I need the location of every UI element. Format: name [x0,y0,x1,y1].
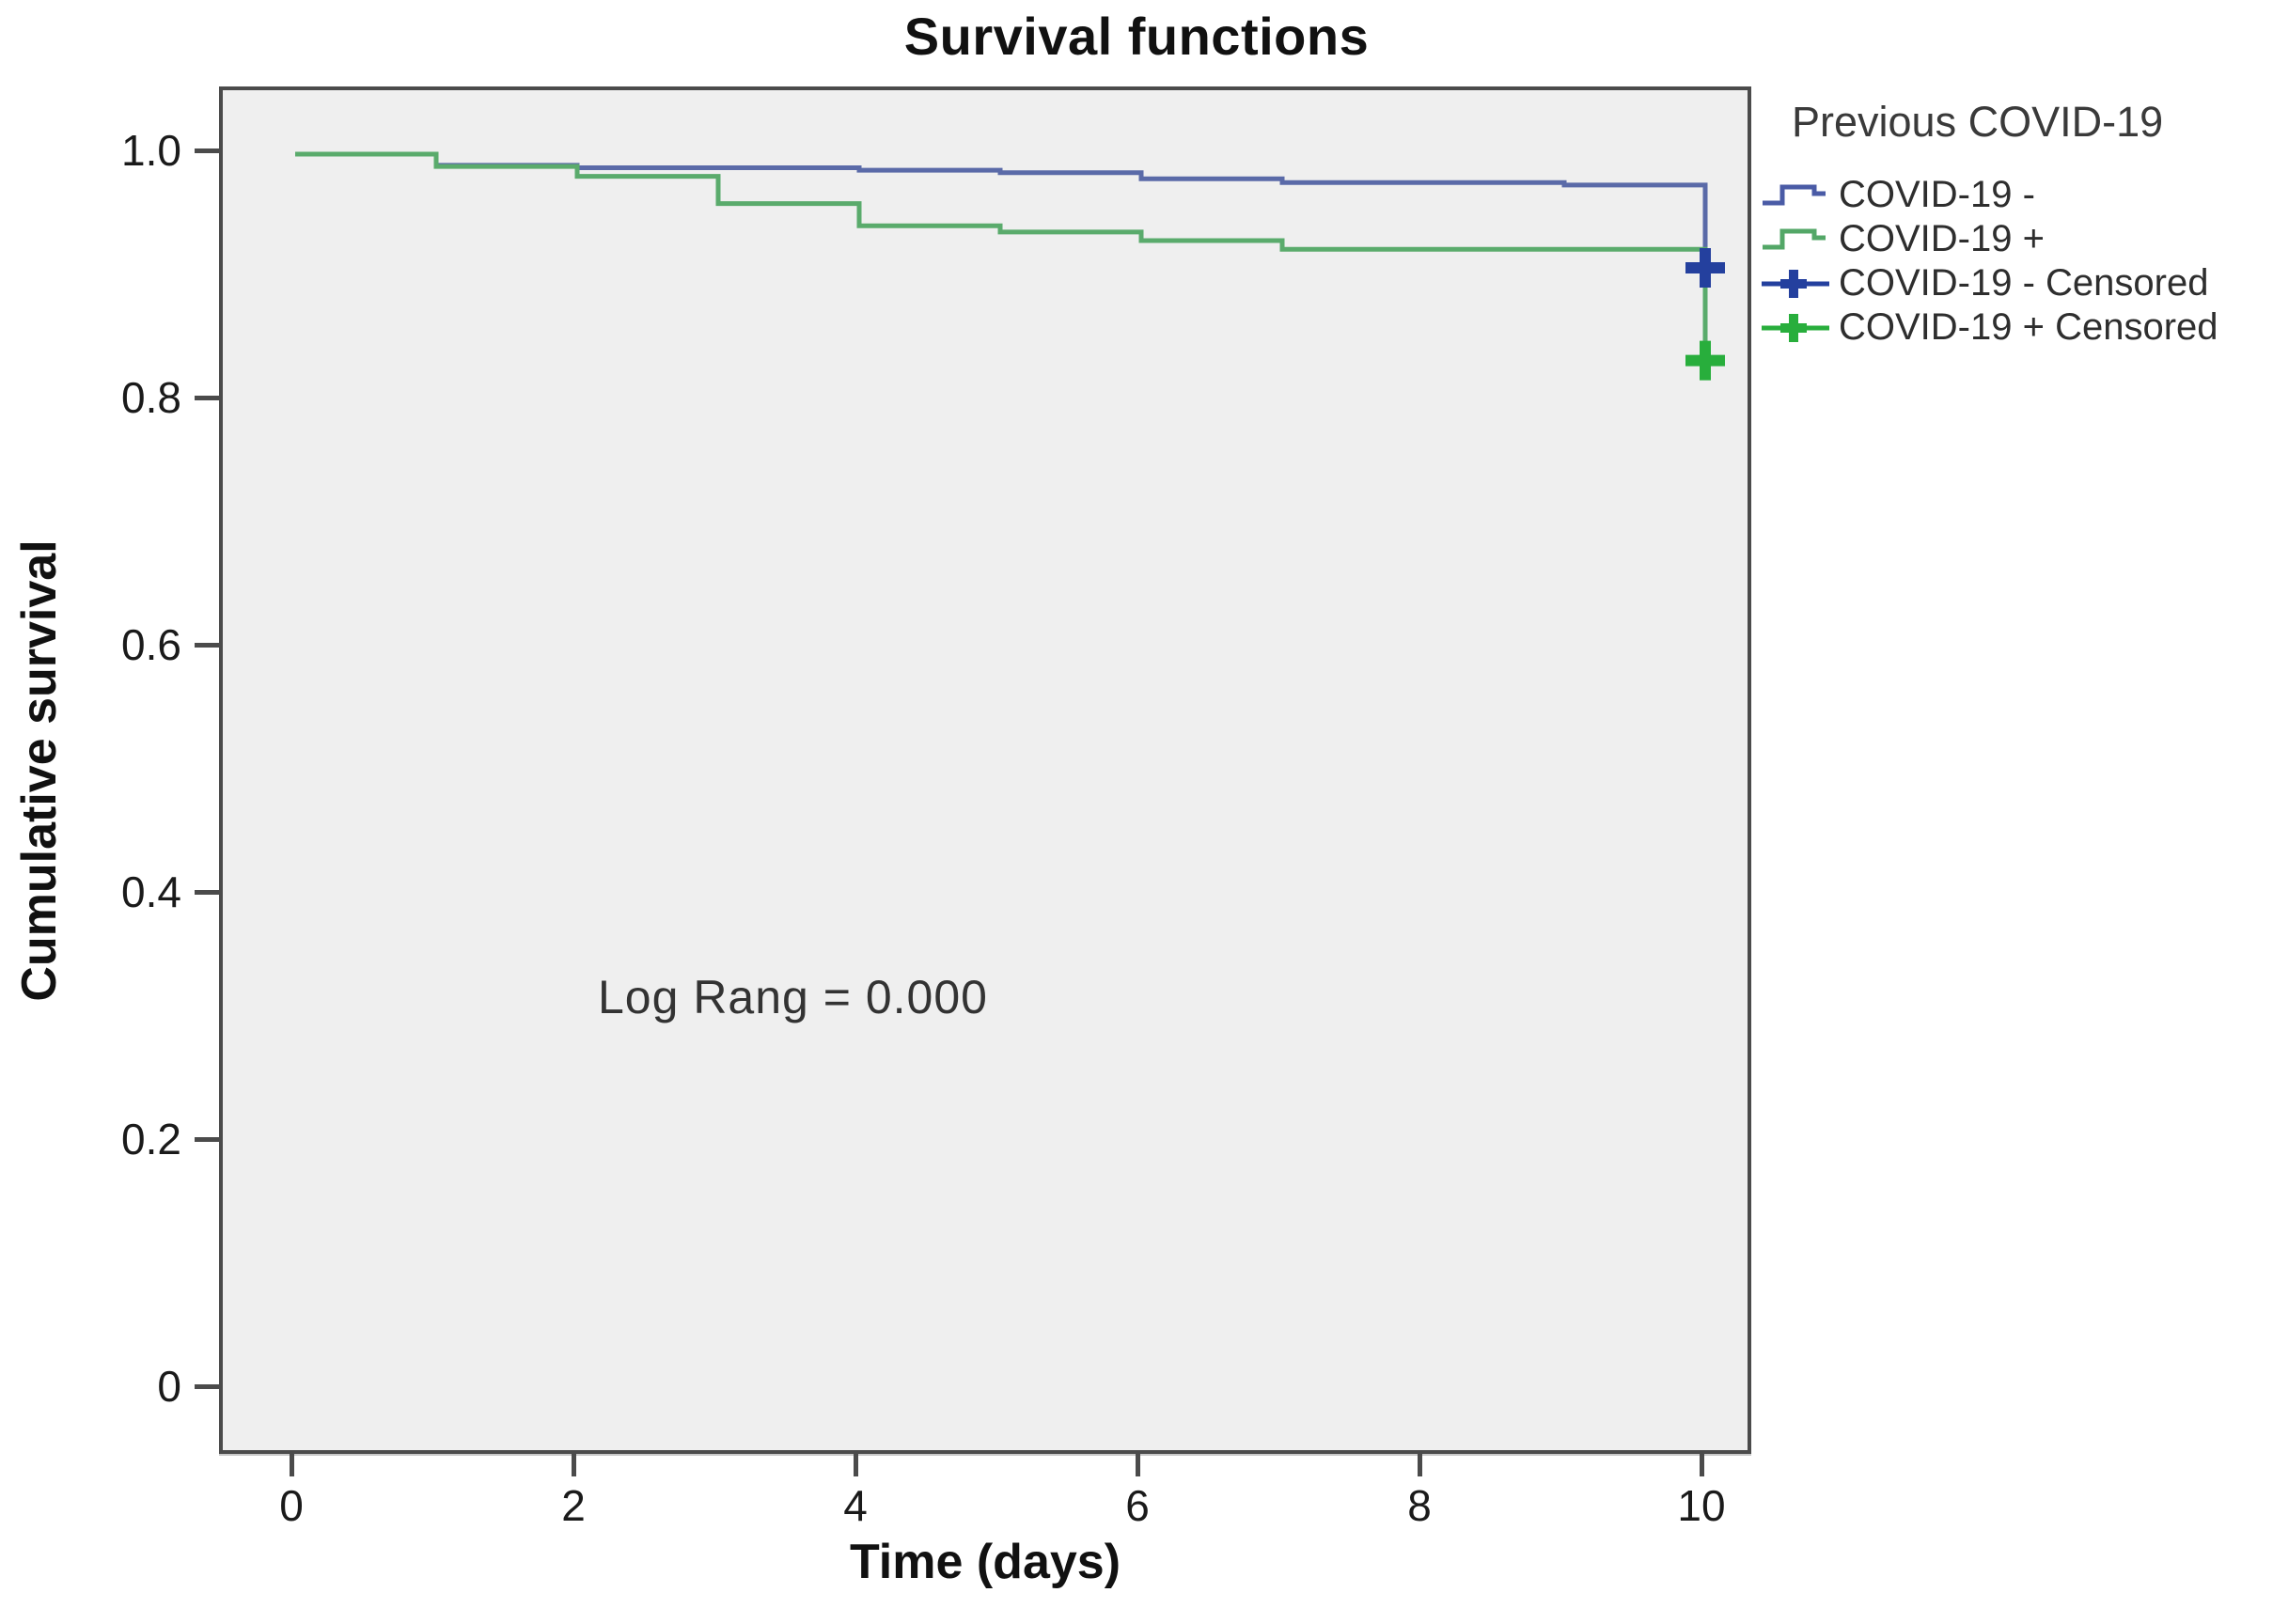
y-tick-mark [195,1384,219,1389]
censored-marker [1685,247,1725,288]
x-tick-mark [572,1454,576,1476]
x-tick-mark [854,1454,858,1476]
x-axis-label: Time (days) [849,1535,1121,1589]
y-tick-label: 0 [157,1362,181,1411]
y-tick-label: 0.6 [121,620,181,669]
plot-area: Log Rang = 0.000 [219,86,1751,1454]
x-tick-label: 2 [561,1481,586,1530]
legend-label: COVID-19 - Censored [1839,262,2209,304]
y-tick-mark [195,1137,219,1142]
y-tick-label: 0.4 [121,867,181,916]
x-tick-label: 10 [1677,1481,1726,1530]
legend-item: COVID-19 + [1760,217,2273,261]
y-tick-mark [195,643,219,648]
x-tick-mark [290,1454,294,1476]
legend-label: COVID-19 + [1839,218,2045,259]
x-tick-label: 8 [1407,1481,1432,1530]
y-tick-label: 0.8 [121,373,181,422]
step-line-swatch-icon [1763,184,1826,205]
legend-item: COVID-19 - [1760,173,2273,217]
legend-title: Previous COVID-19 [1792,98,2164,146]
y-axis-label: Cumulative survival [12,539,67,1002]
x-tick-mark [1700,1454,1704,1476]
logrank-annotation: Log Rang = 0.000 [598,971,988,1023]
x-tick-label: 6 [1125,1481,1150,1530]
censored-plus-swatch-icon [1762,313,1829,342]
x-tick-label: 4 [843,1481,868,1530]
censored-plus-swatch-icon [1762,269,1829,298]
survival-curve-covid-19+ [295,151,1708,361]
plot-canvas [295,151,1725,381]
legend-label: COVID-19 - [1839,174,2035,215]
step-line-swatch-icon [1763,228,1826,249]
y-tick-mark [195,890,219,895]
legend-item: COVID-19 - Censored [1760,261,2273,305]
chart-title: Survival functions [903,7,1370,66]
x-tick-mark [1418,1454,1422,1476]
y-tick-label: 1.0 [121,126,181,175]
censored-marker [1685,340,1725,381]
x-tick-label: 0 [279,1481,304,1530]
y-tick-mark [195,396,219,400]
legend: Previous COVID-19 COVID-19 - COVID-19 + … [1760,98,2273,350]
legend-label: COVID-19 + Censored [1839,306,2218,348]
legend-item: COVID-19 + Censored [1760,305,2273,350]
x-tick-mark [1136,1454,1140,1476]
y-tick-mark [195,148,219,153]
y-tick-label: 0.2 [121,1115,181,1163]
